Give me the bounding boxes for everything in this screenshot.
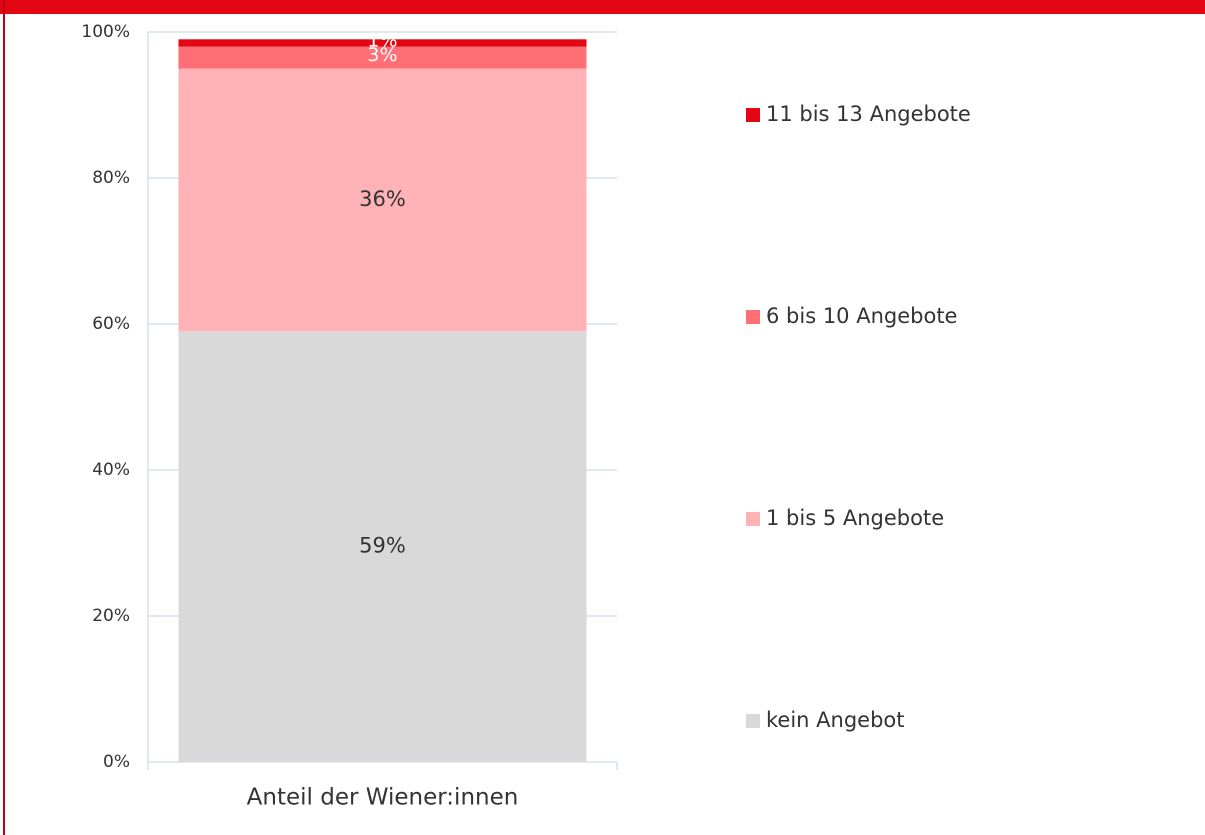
y-tick-label: 40%: [92, 460, 130, 480]
legend-label: 6 bis 10 Angebote: [766, 304, 957, 328]
legend-label: 1 bis 5 Angebote: [766, 506, 944, 530]
legend-label: 11 bis 13 Angebote: [766, 102, 971, 126]
x-tick-label: Anteil der Wiener:innen: [247, 785, 519, 811]
legend-label: kein Angebot: [766, 708, 905, 732]
data-label: 36%: [359, 187, 406, 211]
legend-swatch: [746, 108, 760, 122]
bar-segment: [178, 46, 587, 69]
legend-swatch: [746, 512, 760, 526]
data-label: 1%: [367, 29, 397, 51]
legend-swatch: [746, 714, 760, 728]
y-tick-label: 100%: [81, 22, 130, 42]
data-label: 59%: [359, 534, 406, 558]
title-banner: [0, 0, 1205, 14]
data-label: 3%: [367, 44, 397, 66]
bar-segment: [178, 331, 587, 762]
y-tick-label: 20%: [92, 606, 130, 626]
legend-swatch: [746, 310, 760, 324]
bar-segment: [178, 68, 587, 332]
bar-segment: [178, 39, 587, 47]
y-tick-label: 60%: [92, 314, 130, 334]
y-tick-label: 80%: [92, 168, 130, 188]
y-tick-label: 0%: [103, 752, 130, 772]
